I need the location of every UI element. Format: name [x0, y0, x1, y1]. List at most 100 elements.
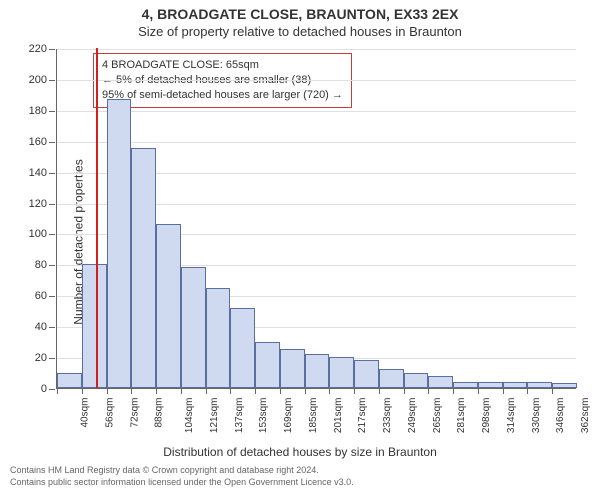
title-sub: Size of property relative to detached ho… [0, 24, 600, 39]
x-tick-label: 362sqm [580, 398, 591, 434]
footer: Contains HM Land Registry data © Crown c… [10, 465, 590, 488]
x-tick [107, 388, 108, 394]
x-tick [156, 388, 157, 394]
x-tick-label: 137sqm [234, 398, 245, 434]
y-tick-label: 220 [29, 43, 47, 55]
histogram-bar [280, 349, 305, 388]
y-tick-label: 100 [29, 228, 47, 240]
chart-area: Number of detached properties 4 BROADGAT… [0, 39, 600, 445]
y-tick [49, 142, 55, 143]
histogram-bar [478, 382, 503, 388]
property-marker-line [96, 48, 98, 388]
x-tick-label: 265sqm [432, 398, 443, 434]
footer-line-1: Contains HM Land Registry data © Crown c… [10, 465, 590, 477]
x-tick [379, 388, 380, 394]
x-tick [354, 388, 355, 394]
x-tick-label: 72sqm [129, 398, 140, 428]
histogram-bar [57, 373, 82, 388]
y-tick [49, 173, 55, 174]
histogram-bar [305, 354, 330, 388]
y-tick [49, 234, 55, 235]
x-tick-label: 104sqm [184, 398, 195, 434]
footer-line-2: Contains public sector information licen… [10, 477, 590, 489]
y-tick-label: 60 [35, 290, 47, 302]
histogram-bar [552, 383, 577, 388]
y-tick-label: 40 [35, 321, 47, 333]
x-tick-label: 314sqm [506, 398, 517, 434]
histogram-bar [206, 288, 231, 388]
y-tick-label: 20 [35, 352, 47, 364]
info-line-1: 4 BROADGATE CLOSE: 65sqm [102, 58, 343, 73]
x-tick-label: 185sqm [308, 398, 319, 434]
x-tick [255, 388, 256, 394]
x-tick-label: 169sqm [283, 398, 294, 434]
x-tick [181, 388, 182, 394]
y-tick-label: 0 [41, 383, 47, 395]
histogram-bar [354, 360, 379, 388]
x-tick [305, 388, 306, 394]
x-tick-label: 201sqm [333, 398, 344, 434]
x-tick [428, 388, 429, 394]
histogram-bar [107, 99, 132, 388]
y-tick [49, 111, 55, 112]
y-tick [49, 296, 55, 297]
histogram-bar [379, 369, 404, 388]
histogram-bar [428, 376, 453, 388]
gridline [57, 49, 576, 50]
x-tick-label: 298sqm [481, 398, 492, 434]
x-tick [404, 388, 405, 394]
histogram-bar [82, 264, 107, 388]
x-tick [131, 388, 132, 394]
histogram-bar [230, 308, 255, 388]
y-tick-label: 140 [29, 167, 47, 179]
y-tick-label: 120 [29, 198, 47, 210]
gridline [57, 111, 576, 112]
histogram-bar [329, 357, 354, 388]
histogram-bar [503, 382, 528, 388]
y-tick-label: 80 [35, 259, 47, 271]
x-tick-label: 88sqm [154, 398, 165, 428]
x-tick [552, 388, 553, 394]
y-tick [49, 358, 55, 359]
info-line-3: 95% of semi-detached houses are larger (… [102, 88, 343, 103]
x-tick [329, 388, 330, 394]
x-tick [453, 388, 454, 394]
plot-region: 4 BROADGATE CLOSE: 65sqm ← 5% of detache… [56, 49, 576, 389]
histogram-bar [527, 382, 552, 388]
y-tick [49, 49, 55, 50]
x-tick-label: 217sqm [357, 398, 368, 434]
y-tick [49, 80, 55, 81]
y-tick-label: 160 [29, 136, 47, 148]
histogram-bar [156, 224, 181, 388]
histogram-bar [453, 382, 478, 388]
x-tick [82, 388, 83, 394]
x-tick-label: 121sqm [209, 398, 220, 434]
x-tick [527, 388, 528, 394]
x-tick [230, 388, 231, 394]
x-tick [478, 388, 479, 394]
x-tick [280, 388, 281, 394]
histogram-bar [404, 373, 429, 388]
y-tick [49, 327, 55, 328]
x-tick-label: 249sqm [407, 398, 418, 434]
y-tick [49, 265, 55, 266]
histogram-bar [255, 342, 280, 388]
title-main: 4, BROADGATE CLOSE, BRAUNTON, EX33 2EX [0, 6, 600, 22]
y-tick-label: 200 [29, 74, 47, 86]
x-tick [206, 388, 207, 394]
x-tick-label: 233sqm [382, 398, 393, 434]
y-tick-label: 180 [29, 105, 47, 117]
histogram-bar [181, 267, 206, 388]
x-tick [57, 388, 58, 394]
histogram-bar [131, 148, 156, 388]
gridline [57, 80, 576, 81]
x-tick-label: 56sqm [104, 398, 115, 428]
y-tick [49, 389, 55, 390]
gridline [57, 142, 576, 143]
y-tick [49, 204, 55, 205]
x-tick [503, 388, 504, 394]
x-tick-label: 281sqm [457, 398, 468, 434]
x-tick-label: 153sqm [258, 398, 269, 434]
x-tick-label: 40sqm [80, 398, 91, 428]
x-tick-label: 346sqm [556, 398, 567, 434]
